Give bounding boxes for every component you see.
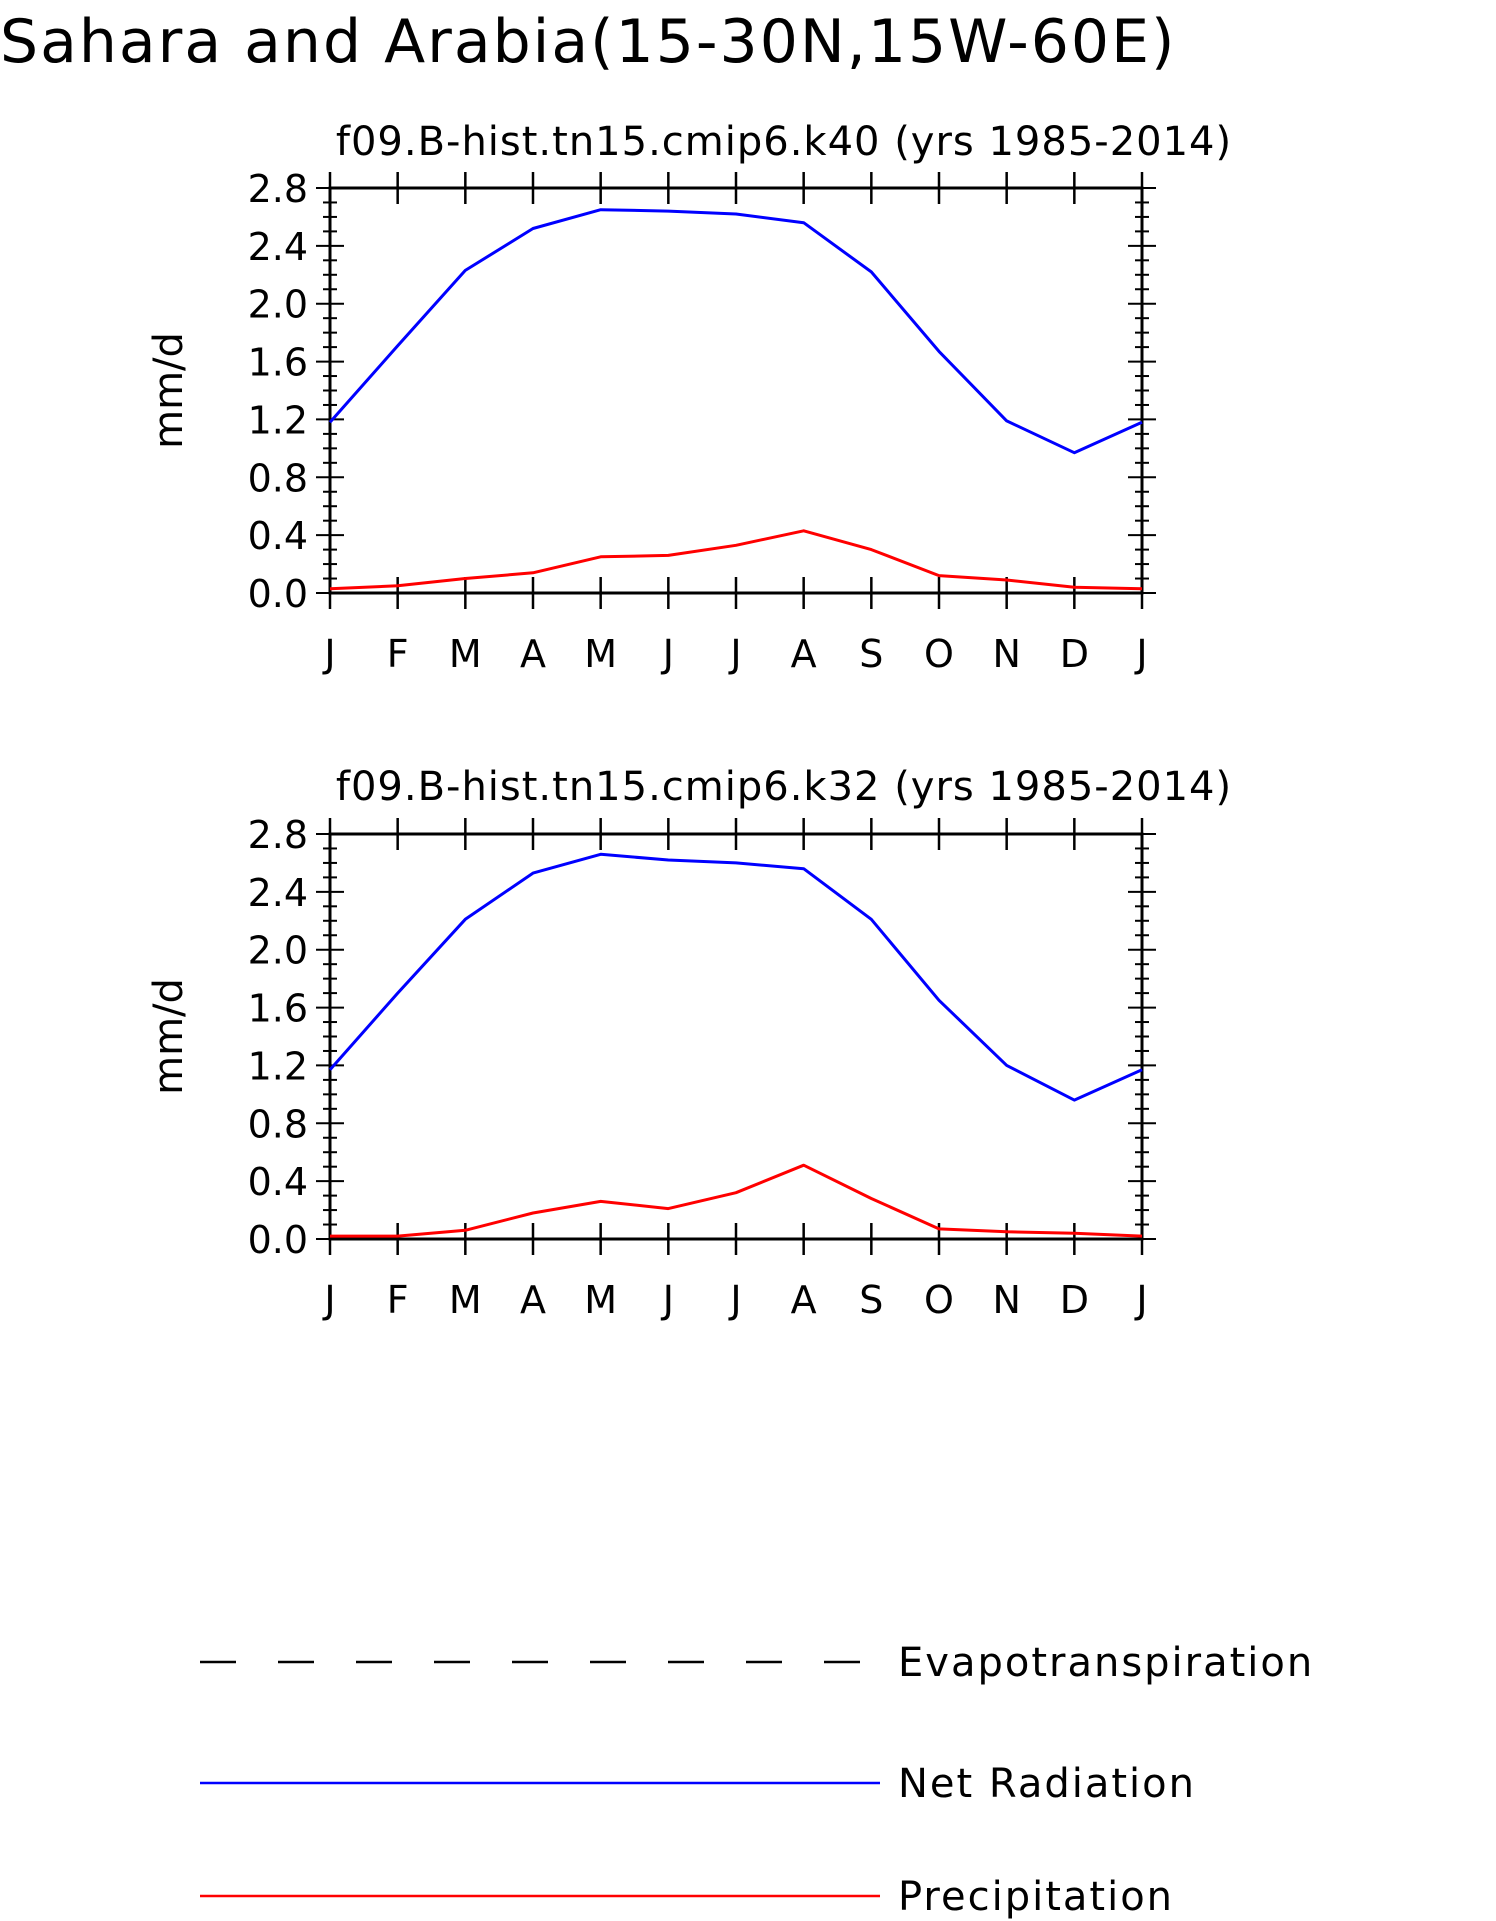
y-tick-label: 2.0 bbox=[248, 929, 308, 973]
series-line-precipitation bbox=[330, 1163, 1143, 1238]
x-tick-label: M bbox=[449, 1278, 482, 1322]
legend: Evapotranspiration Net Radiation Precipita… bbox=[200, 1640, 1314, 1920]
x-tick-label: M bbox=[584, 632, 617, 676]
series-line-net-radiation bbox=[328, 852, 1143, 1102]
y-tick-label: 1.6 bbox=[248, 987, 308, 1031]
x-tick-label: N bbox=[992, 632, 1020, 676]
x-tick-label: J bbox=[322, 1278, 335, 1322]
y-tick-label: 2.8 bbox=[248, 167, 308, 211]
x-tick-label: N bbox=[992, 1278, 1020, 1322]
series-line-net-radiation bbox=[328, 208, 1143, 455]
plot-frame bbox=[328, 832, 1144, 1241]
x-tick-label: S bbox=[859, 1278, 883, 1322]
y-tick-label: 0.4 bbox=[248, 514, 308, 558]
x-tick-label: M bbox=[449, 632, 482, 676]
legend-item-net-radiation: Net Radiation bbox=[200, 1761, 1196, 1807]
panel-title: f09.B-hist.tn15.cmip6.k40 (yrs 1985-2014… bbox=[336, 119, 1232, 165]
y-tick-label: 0.4 bbox=[248, 1160, 308, 1204]
y-tick-label: 0.0 bbox=[248, 1218, 308, 1262]
legend-item-precipitation: Precipitation bbox=[200, 1874, 1174, 1920]
y-axis-label: mm/d bbox=[146, 332, 192, 449]
y-tick-label: 1.2 bbox=[248, 398, 308, 442]
x-tick-label: A bbox=[791, 1278, 817, 1322]
legend-label-precipitation: Precipitation bbox=[898, 1874, 1174, 1920]
chart-panel-2: f09.B-hist.tn15.cmip6.k32 (yrs 1985-2014… bbox=[146, 764, 1232, 1322]
x-tick-label: J bbox=[661, 632, 674, 676]
legend-item-evapotranspiration: Evapotranspiration bbox=[200, 1640, 1314, 1686]
x-tick-label: J bbox=[1134, 632, 1147, 676]
legend-label-net-radiation: Net Radiation bbox=[898, 1761, 1196, 1807]
panel-title: f09.B-hist.tn15.cmip6.k32 (yrs 1985-2014… bbox=[336, 764, 1232, 810]
y-tick-label: 2.0 bbox=[248, 283, 308, 327]
x-tick-label: J bbox=[322, 632, 335, 676]
y-tick-label: 0.8 bbox=[248, 1102, 308, 1146]
x-tick-label: M bbox=[584, 1278, 617, 1322]
x-tick-label: J bbox=[1134, 1278, 1147, 1322]
x-tick-label: S bbox=[859, 632, 883, 676]
y-tick-label: 2.4 bbox=[248, 225, 308, 269]
plot-frame bbox=[328, 186, 1144, 595]
y-axis-label: mm/d bbox=[146, 978, 192, 1095]
chart-panel-1: f09.B-hist.tn15.cmip6.k40 (yrs 1985-2014… bbox=[146, 119, 1232, 676]
y-tick-label: 1.6 bbox=[248, 341, 308, 385]
y-tick-label: 2.8 bbox=[248, 813, 308, 857]
x-tick-label: D bbox=[1060, 1278, 1089, 1322]
x-tick-label: O bbox=[924, 632, 954, 676]
x-tick-label: O bbox=[924, 1278, 954, 1322]
legend-label-evapotranspiration: Evapotranspiration bbox=[898, 1640, 1314, 1686]
y-tick-label: 0.8 bbox=[248, 456, 308, 500]
x-tick-label: A bbox=[791, 632, 817, 676]
y-tick-label: 2.4 bbox=[248, 871, 308, 915]
x-tick-label: J bbox=[728, 1278, 741, 1322]
x-tick-label: F bbox=[387, 632, 409, 676]
x-tick-label: F bbox=[387, 1278, 409, 1322]
series-line-precipitation bbox=[329, 529, 1143, 591]
figure-title: Sahara and Arabia(15-30N,15W-60E) bbox=[0, 7, 1176, 77]
y-tick-label: 0.0 bbox=[248, 572, 308, 616]
x-tick-label: A bbox=[520, 632, 546, 676]
x-tick-label: D bbox=[1060, 632, 1089, 676]
x-tick-label: A bbox=[520, 1278, 546, 1322]
x-tick-label: J bbox=[728, 632, 741, 676]
y-tick-label: 1.2 bbox=[248, 1044, 308, 1088]
panels: f09.B-hist.tn15.cmip6.k40 (yrs 1985-2014… bbox=[146, 119, 1232, 1322]
x-tick-label: J bbox=[661, 1278, 674, 1322]
